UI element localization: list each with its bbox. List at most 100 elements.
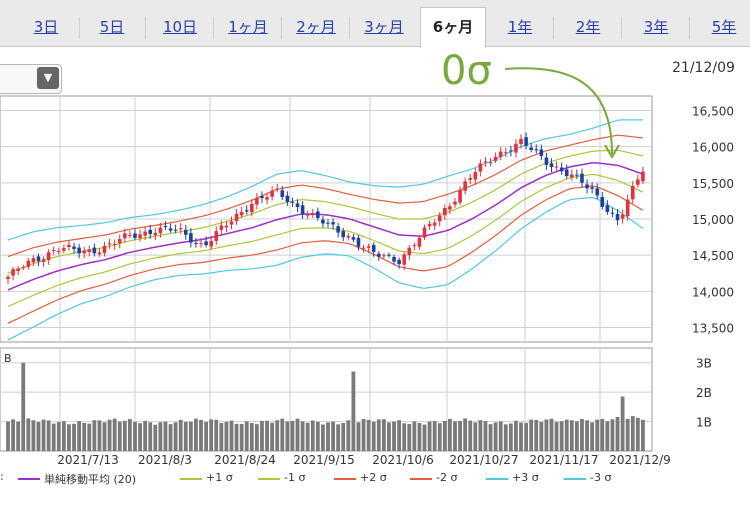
volume-bar: [493, 422, 498, 451]
tab-separator: [281, 17, 282, 39]
volume-bar: [92, 420, 97, 451]
candle-body: [493, 156, 498, 161]
volume-bar: [392, 421, 396, 451]
candle-body: [371, 244, 376, 252]
candle-body: [128, 234, 132, 236]
volume-bar: [77, 421, 82, 451]
candle-body: [554, 166, 559, 168]
candle-body: [407, 247, 412, 256]
tab-separator: [553, 17, 554, 39]
candle-body: [392, 256, 396, 262]
volume-bar: [16, 421, 21, 451]
chart-type-select[interactable]: ▼: [0, 64, 62, 94]
volume-bar: [508, 423, 513, 451]
candle-body: [117, 239, 122, 244]
volume-left-label: B: [4, 352, 12, 365]
volume-bar: [310, 420, 315, 451]
x-tick-label: 2021/10/6: [372, 453, 434, 467]
tab-5[interactable]: 2ヶ月: [296, 18, 336, 36]
candle-body: [641, 171, 645, 182]
candle-body: [336, 226, 340, 233]
legend-swatch: [410, 478, 432, 480]
tab-1[interactable]: 3日: [33, 18, 59, 36]
tab-9[interactable]: 2年: [575, 18, 601, 36]
volume-bar: [564, 419, 569, 451]
candle-body: [615, 214, 620, 221]
volume-bar: [524, 422, 528, 451]
candle-body: [488, 162, 493, 164]
volume-bar: [529, 419, 534, 451]
minus-2-sigma-line: [7, 185, 644, 324]
volume-bar: [407, 423, 412, 451]
volume-bar: [559, 421, 564, 451]
tab-7[interactable]: 6ヶ月: [420, 7, 486, 48]
volume-bar: [641, 419, 645, 451]
candle-body: [239, 211, 244, 216]
tab-separator: [145, 17, 146, 39]
tab-11[interactable]: 5年: [711, 18, 737, 36]
volume-bar: [199, 420, 203, 451]
candle-body: [473, 171, 478, 180]
volume-bar: [331, 421, 335, 451]
candle-body: [549, 163, 554, 168]
legend-swatch: [18, 478, 40, 480]
tab-3[interactable]: 10日: [162, 18, 198, 36]
volume-bar: [31, 420, 36, 451]
volume-bar: [128, 419, 132, 451]
tab-2[interactable]: 5日: [99, 18, 125, 36]
candle-body: [158, 227, 163, 234]
candle-body: [285, 195, 290, 202]
volume-bar: [488, 424, 493, 451]
candle-body: [214, 231, 219, 241]
candle-body: [97, 252, 102, 255]
candle-body: [310, 213, 315, 216]
candle-body: [260, 196, 264, 199]
chevron-down-icon[interactable]: ▼: [37, 67, 59, 89]
volume-bar: [544, 419, 549, 451]
volume-tick-label: 3B: [696, 357, 712, 371]
candle-body: [605, 205, 610, 212]
candle-body: [92, 247, 97, 254]
volume-bar: [97, 420, 102, 451]
candle-body: [244, 210, 249, 212]
tab-separator: [689, 17, 690, 39]
tab-4[interactable]: 1ヶ月: [228, 18, 268, 36]
candle-body: [417, 237, 422, 247]
volume-bar: [463, 418, 468, 451]
legend-swatch: [486, 478, 508, 480]
candle-body: [219, 225, 224, 230]
volume-bar: [346, 420, 351, 451]
volume-bar: [56, 422, 61, 451]
candle-body: [559, 167, 564, 172]
candle-body: [56, 251, 61, 253]
volume-bar: [315, 421, 320, 451]
x-tick-label: 2021/8/3: [138, 453, 192, 467]
tab-10[interactable]: 3年: [643, 18, 669, 36]
tab-6[interactable]: 3ヶ月: [364, 18, 404, 36]
candle-body: [41, 259, 46, 262]
candle-body: [168, 228, 173, 231]
tab-8[interactable]: 1年: [507, 18, 533, 36]
candle-body: [133, 233, 137, 238]
x-tick-label: 2021/12/9: [609, 453, 671, 467]
volume-bar: [219, 423, 224, 451]
candle-body: [102, 245, 107, 253]
candle-body: [463, 181, 467, 191]
volume-bar: [432, 421, 437, 451]
volume-bar: [478, 420, 483, 451]
volume-bar: [580, 418, 584, 451]
volume-bar: [148, 422, 153, 451]
volume-bar: [620, 396, 625, 451]
candle-body: [265, 197, 269, 200]
price-tick-label: 16,500: [692, 104, 734, 118]
candle-body: [539, 149, 544, 156]
candle-body: [361, 247, 366, 249]
volume-bar: [234, 423, 239, 451]
candle-body: [250, 203, 254, 213]
volume-bar: [498, 421, 503, 451]
volume-bar: [290, 420, 295, 451]
candle-body: [138, 234, 142, 239]
candle-body: [300, 205, 305, 215]
volume-bar: [305, 422, 310, 451]
candle-body: [163, 226, 168, 228]
